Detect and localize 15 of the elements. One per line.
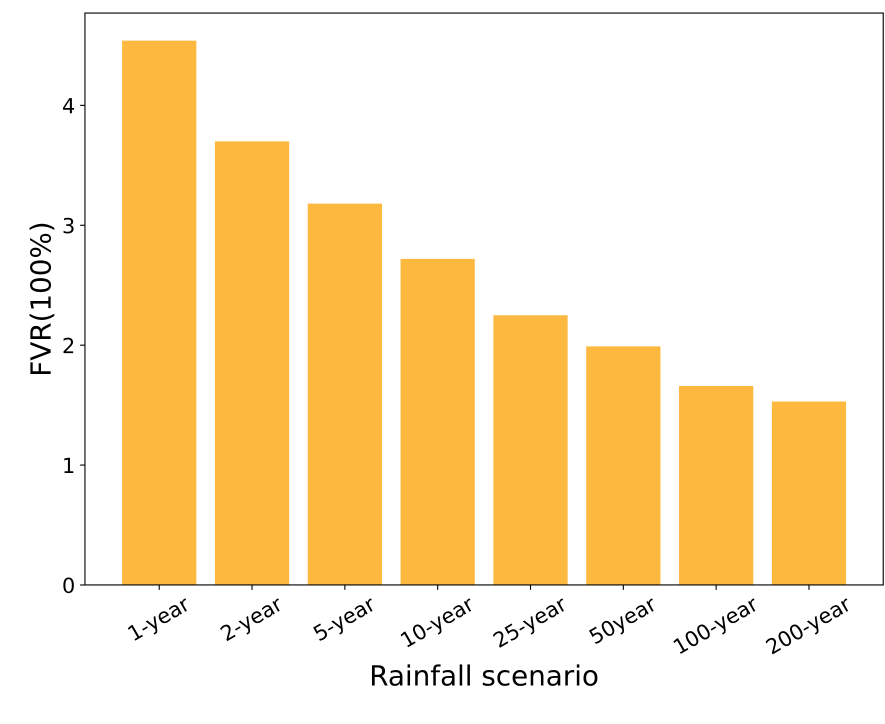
bar — [122, 40, 196, 585]
y-tick-label: 3 — [64, 218, 74, 234]
bar — [400, 258, 475, 585]
bar — [308, 204, 382, 585]
y-tick-label: 2 — [64, 338, 74, 354]
bar — [214, 141, 290, 585]
x-axis-title: Rainfall scenario — [372, 664, 598, 686]
bar — [772, 402, 846, 585]
y-tick-label: 0 — [63, 577, 74, 594]
bar — [493, 315, 568, 585]
y-axis-title: FVR(100%) — [30, 224, 54, 374]
y-tick-label: 1 — [64, 458, 74, 473]
y-tick-label: 4 — [63, 98, 74, 114]
bar — [679, 386, 754, 585]
bar — [586, 346, 660, 585]
